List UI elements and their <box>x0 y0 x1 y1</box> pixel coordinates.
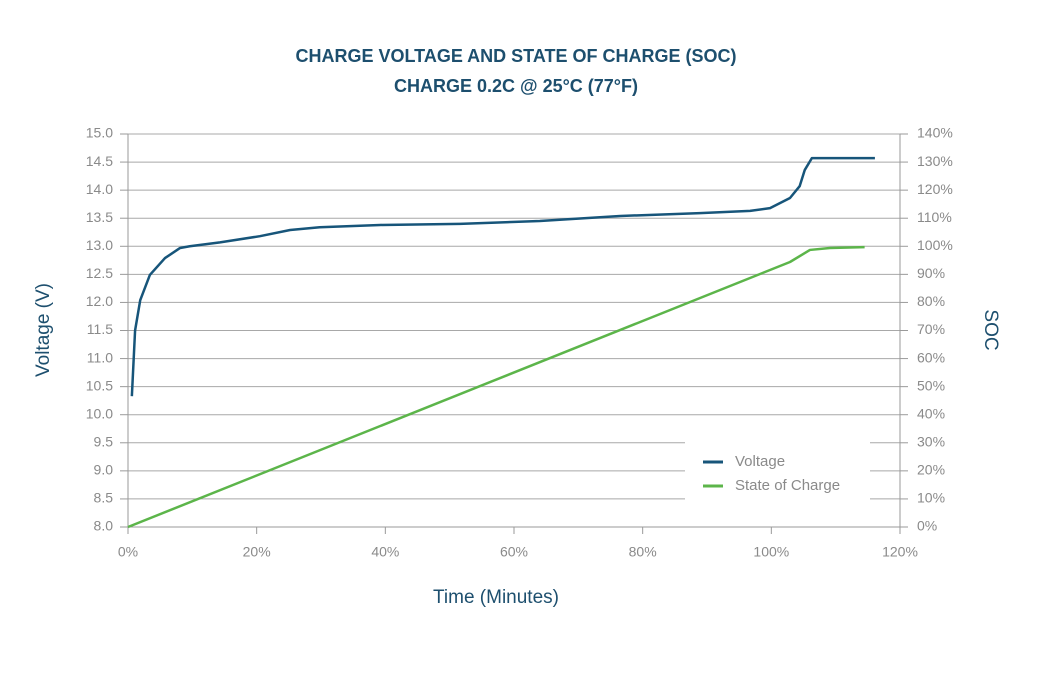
y-tick-label: 12.0 <box>86 293 113 309</box>
y-tick-label: 10.5 <box>86 377 113 393</box>
x-tick-label: 120% <box>882 544 918 560</box>
y2-tick-label: 30% <box>917 433 945 449</box>
y-tick-label: 11.0 <box>87 349 113 365</box>
y-tick-label: 15.0 <box>86 125 113 141</box>
x-tick-label: 40% <box>371 544 399 560</box>
y2-tick-label: 130% <box>917 153 953 169</box>
legend-label: Voltage <box>735 453 785 470</box>
y2-tick-label: 120% <box>917 181 953 197</box>
x-tick-label: 20% <box>243 544 271 560</box>
y-tick-label: 13.5 <box>86 209 113 225</box>
y-tick-label: 9.0 <box>94 462 114 478</box>
y2-tick-label: 90% <box>917 265 945 281</box>
y2-tick-label: 0% <box>917 518 937 534</box>
y-tick-label: 10.0 <box>86 405 113 421</box>
chart-title: CHARGE VOLTAGE AND STATE OF CHARGE (SOC) <box>296 46 737 66</box>
line-series <box>127 245 865 529</box>
y-tick-label: 8.0 <box>94 518 114 534</box>
x-tick-label: 60% <box>500 544 528 560</box>
x-tick-label: 0% <box>118 544 138 560</box>
y2-tick-label: 110% <box>917 209 952 225</box>
y2-tick-label: 40% <box>917 405 945 421</box>
y-tick-label: 8.5 <box>94 490 114 506</box>
chart-subtitle: CHARGE 0.2C @ 25°C (77°F) <box>394 76 638 96</box>
y2-tick-label: 140% <box>917 125 953 141</box>
y2-tick-label: 80% <box>917 293 945 309</box>
legend-box <box>685 440 870 506</box>
y-axis-label: Voltage (V) <box>33 283 54 377</box>
y-tick-label: 14.0 <box>86 181 113 197</box>
y2-axis-label: SOC <box>980 309 1001 350</box>
y-tick-label: 14.5 <box>86 153 113 169</box>
y2-tick-label: 70% <box>917 321 945 337</box>
y-tick-label: 12.5 <box>86 265 113 281</box>
x-tick-label: 100% <box>753 544 789 560</box>
x-tick-label: 80% <box>629 544 657 560</box>
legend-label: State of Charge <box>735 477 840 494</box>
y2-tick-label: 20% <box>917 462 945 478</box>
y-tick-label: 11.5 <box>87 321 113 337</box>
y-tick-label: 9.5 <box>94 433 114 449</box>
y-tick-label: 13.0 <box>86 237 113 253</box>
y2-tick-label: 100% <box>917 237 953 253</box>
y2-tick-label: 60% <box>917 349 945 365</box>
line-series <box>130 156 875 397</box>
y2-tick-label: 10% <box>917 490 945 506</box>
x-axis-label: Time (Minutes) <box>433 587 559 608</box>
y2-tick-label: 50% <box>917 377 945 393</box>
